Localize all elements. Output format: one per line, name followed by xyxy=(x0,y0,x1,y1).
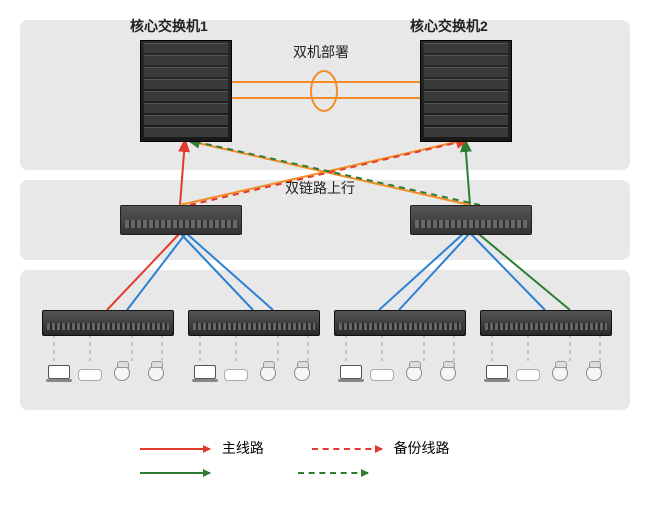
laptop-icon xyxy=(48,365,70,379)
access-switch-4 xyxy=(480,310,612,336)
legend-primary-label: 主线路 xyxy=(222,440,264,456)
ap-icon xyxy=(224,369,248,381)
aggregation-switch-2 xyxy=(410,205,532,235)
dual-deploy-label: 双机部署 xyxy=(293,42,349,62)
legend: 主线路 备份线路 xyxy=(140,438,450,480)
core1-label: 核心交换机1 xyxy=(130,16,208,36)
ap-icon xyxy=(516,369,540,381)
camera-icon xyxy=(114,365,130,381)
camera-icon xyxy=(260,365,276,381)
ap-icon xyxy=(370,369,394,381)
camera-icon xyxy=(440,365,456,381)
camera-icon xyxy=(552,365,568,381)
access-switch-1 xyxy=(42,310,174,336)
legend-backup-red-line xyxy=(312,448,382,450)
laptop-icon xyxy=(194,365,216,379)
access-layer-bg xyxy=(20,270,630,410)
laptop-icon xyxy=(486,365,508,379)
legend-backup-label: 备份线路 xyxy=(394,440,450,456)
camera-icon xyxy=(148,365,164,381)
core2-label: 核心交换机2 xyxy=(410,16,488,36)
ap-icon xyxy=(78,369,102,381)
laptop-icon xyxy=(340,365,362,379)
legend-backup-green-line xyxy=(298,472,368,474)
aggregation-switch-1 xyxy=(120,205,242,235)
core-switch-1 xyxy=(140,40,232,142)
access-switch-3 xyxy=(334,310,466,336)
legend-primary-red-line xyxy=(140,448,210,450)
access-switch-2 xyxy=(188,310,320,336)
ring-icon xyxy=(310,70,338,112)
core-switch-2 xyxy=(420,40,512,142)
camera-icon xyxy=(586,365,602,381)
camera-icon xyxy=(294,365,310,381)
network-diagram: 核心交换机1 核心交换机2 双机部署 双链路上行 主线路 备份线路 xyxy=(10,10,640,505)
camera-icon xyxy=(406,365,422,381)
dual-uplink-label: 双链路上行 xyxy=(285,178,355,198)
legend-primary-green-line xyxy=(140,472,210,474)
